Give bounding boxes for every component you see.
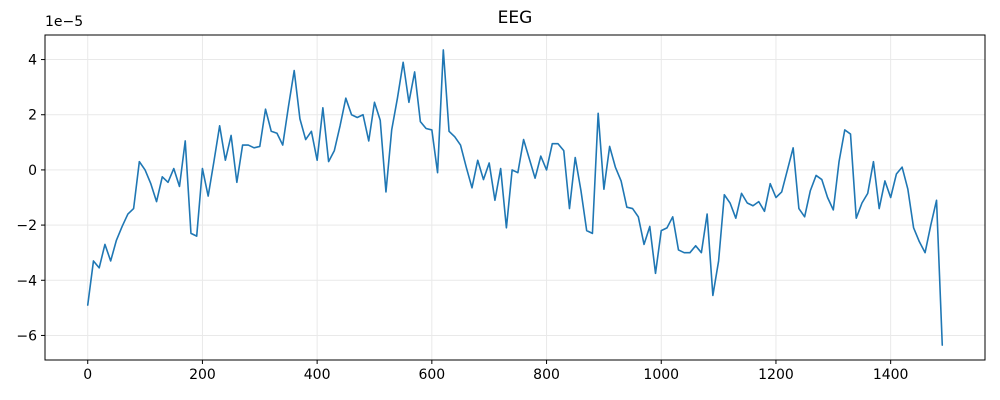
y-axis-offset-label: 1e−5 [45,14,84,30]
y-tick-label: −6 [16,328,37,344]
x-tick-label: 400 [304,367,331,383]
x-tick-label: 600 [418,367,445,383]
plot-border [44,34,986,361]
y-tick-label: 0 [28,163,37,179]
x-tick-label: 1000 [643,367,679,383]
x-tick-label: 800 [533,367,560,383]
x-tick-label: 200 [189,367,216,383]
x-tick-label: 1400 [873,367,909,383]
eeg-line-series [86,49,944,346]
y-tick-label: 4 [28,53,37,69]
y-tick-label: −2 [16,218,37,234]
chart-title: EEG [497,8,533,28]
y-tick-label: −4 [16,273,37,289]
y-tick-label: 2 [28,108,37,124]
x-tick-label: 1200 [758,367,794,383]
x-tick-label: 0 [83,367,92,383]
